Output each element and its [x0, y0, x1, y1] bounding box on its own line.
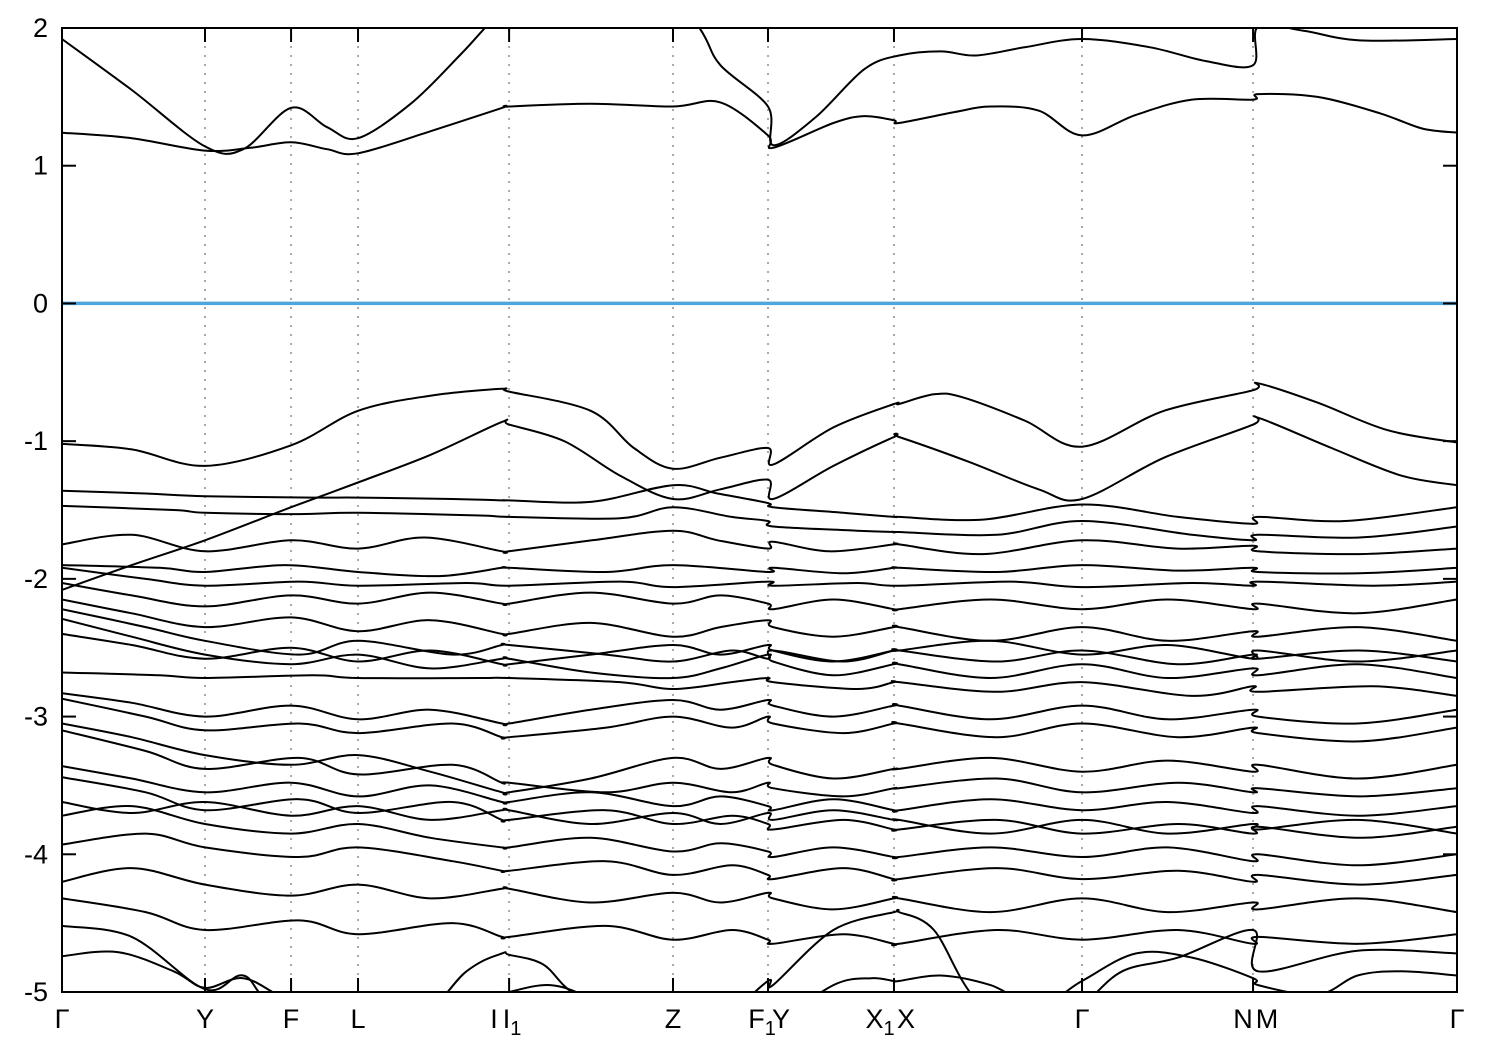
- band-curve-15: [62, 671, 1457, 697]
- band-curve-19: [62, 729, 1457, 798]
- kpoint-label-text: I: [503, 1004, 511, 1034]
- x-axis-kpoint-label: Y: [772, 1004, 790, 1034]
- plot-frame: [61, 27, 1458, 993]
- x-axis-kpoint-label: I1: [503, 1004, 522, 1040]
- x-axis-kpoint-label: F1: [748, 1004, 776, 1040]
- band-curve-18: [62, 722, 1457, 796]
- x-axis-kpoint-label: Γ: [1075, 1004, 1090, 1034]
- x-axis-kpoint-label: Γ: [55, 1004, 70, 1034]
- band-curve-3: [62, 381, 1457, 470]
- band-curve-27: [62, 908, 1457, 992]
- kpoint-label-text: F: [283, 1004, 300, 1034]
- y-axis-tick-label: -2: [24, 564, 48, 594]
- kpoint-label-text: Y: [772, 1004, 790, 1034]
- kpoint-label-text: Y: [196, 1004, 214, 1034]
- band-curve-23: [62, 805, 1457, 867]
- y-axis-tick-label: 2: [33, 13, 48, 43]
- band-curve-16: [62, 692, 1457, 727]
- x-axis-kpoint-label: Y: [196, 1004, 214, 1034]
- y-axis-tick-label: -3: [24, 702, 48, 732]
- x-axis-kpoint-label: Γ: [1450, 1004, 1465, 1034]
- x-axis-kpoint-label: X: [897, 1004, 915, 1034]
- band-curve-2: [62, 28, 1457, 155]
- band-curve-20: [62, 765, 1457, 817]
- x-axis-kpoint-label: M: [1256, 1004, 1279, 1034]
- band-curve-5: [62, 484, 1457, 525]
- x-axis-kpoint-label: N: [1233, 1004, 1253, 1034]
- kpoint-label-text: Γ: [55, 1004, 70, 1034]
- x-axis-kpoint-label: I: [490, 1004, 498, 1034]
- band-curve-10: [62, 582, 1457, 615]
- band-curve-28: [62, 950, 1457, 992]
- band-curve-25: [62, 867, 1457, 914]
- band-curve-17: [62, 697, 1457, 743]
- kpoint-label-text: X: [865, 1004, 883, 1034]
- x-axis-kpoint-label: Z: [665, 1004, 682, 1034]
- band-curve-9: [62, 566, 1457, 589]
- y-axis-tick-label: 0: [33, 288, 48, 318]
- kpoint-label-text: Γ: [1450, 1004, 1465, 1034]
- kpoint-label-text: I: [490, 1004, 498, 1034]
- band-curve-14: [62, 632, 1457, 667]
- band-curve-1: [62, 92, 1457, 156]
- kpoint-label-subscript: 1: [883, 1018, 894, 1040]
- band-curve-22: [62, 800, 1457, 835]
- kpoint-label-subscript: 1: [765, 1018, 776, 1040]
- band-curve-11: [62, 598, 1457, 642]
- y-axis-tick-label: -1: [24, 426, 48, 456]
- x-axis-kpoint-label: F: [283, 1004, 300, 1034]
- band-curve-24: [62, 832, 1457, 886]
- band-curve-4: [62, 415, 1457, 591]
- band-curves-group: [62, 28, 1457, 992]
- band-curve-8: [62, 564, 1457, 578]
- kpoint-label-text: L: [351, 1004, 366, 1034]
- band-curve-7: [62, 529, 1457, 556]
- y-axis-tick-label: -4: [24, 839, 48, 869]
- x-axis-kpoint-label: X1: [865, 1004, 894, 1040]
- band-curve-26: [62, 897, 1457, 947]
- kpoint-label-text: X: [897, 1004, 915, 1034]
- y-axis-tick-label: -5: [24, 977, 48, 1007]
- x-axis-kpoint-label: L: [351, 1004, 366, 1034]
- kpoint-label-subscript: 1: [510, 1018, 521, 1040]
- kpoint-label-text: Z: [665, 1004, 682, 1034]
- band-curve-6: [62, 504, 1457, 542]
- kpoint-label-text: F: [748, 1004, 765, 1034]
- kpoint-label-text: M: [1256, 1004, 1279, 1034]
- kpoint-label-text: N: [1233, 1004, 1253, 1034]
- kpoint-label-text: Γ: [1075, 1004, 1090, 1034]
- y-axis-tick-label: 1: [33, 151, 48, 181]
